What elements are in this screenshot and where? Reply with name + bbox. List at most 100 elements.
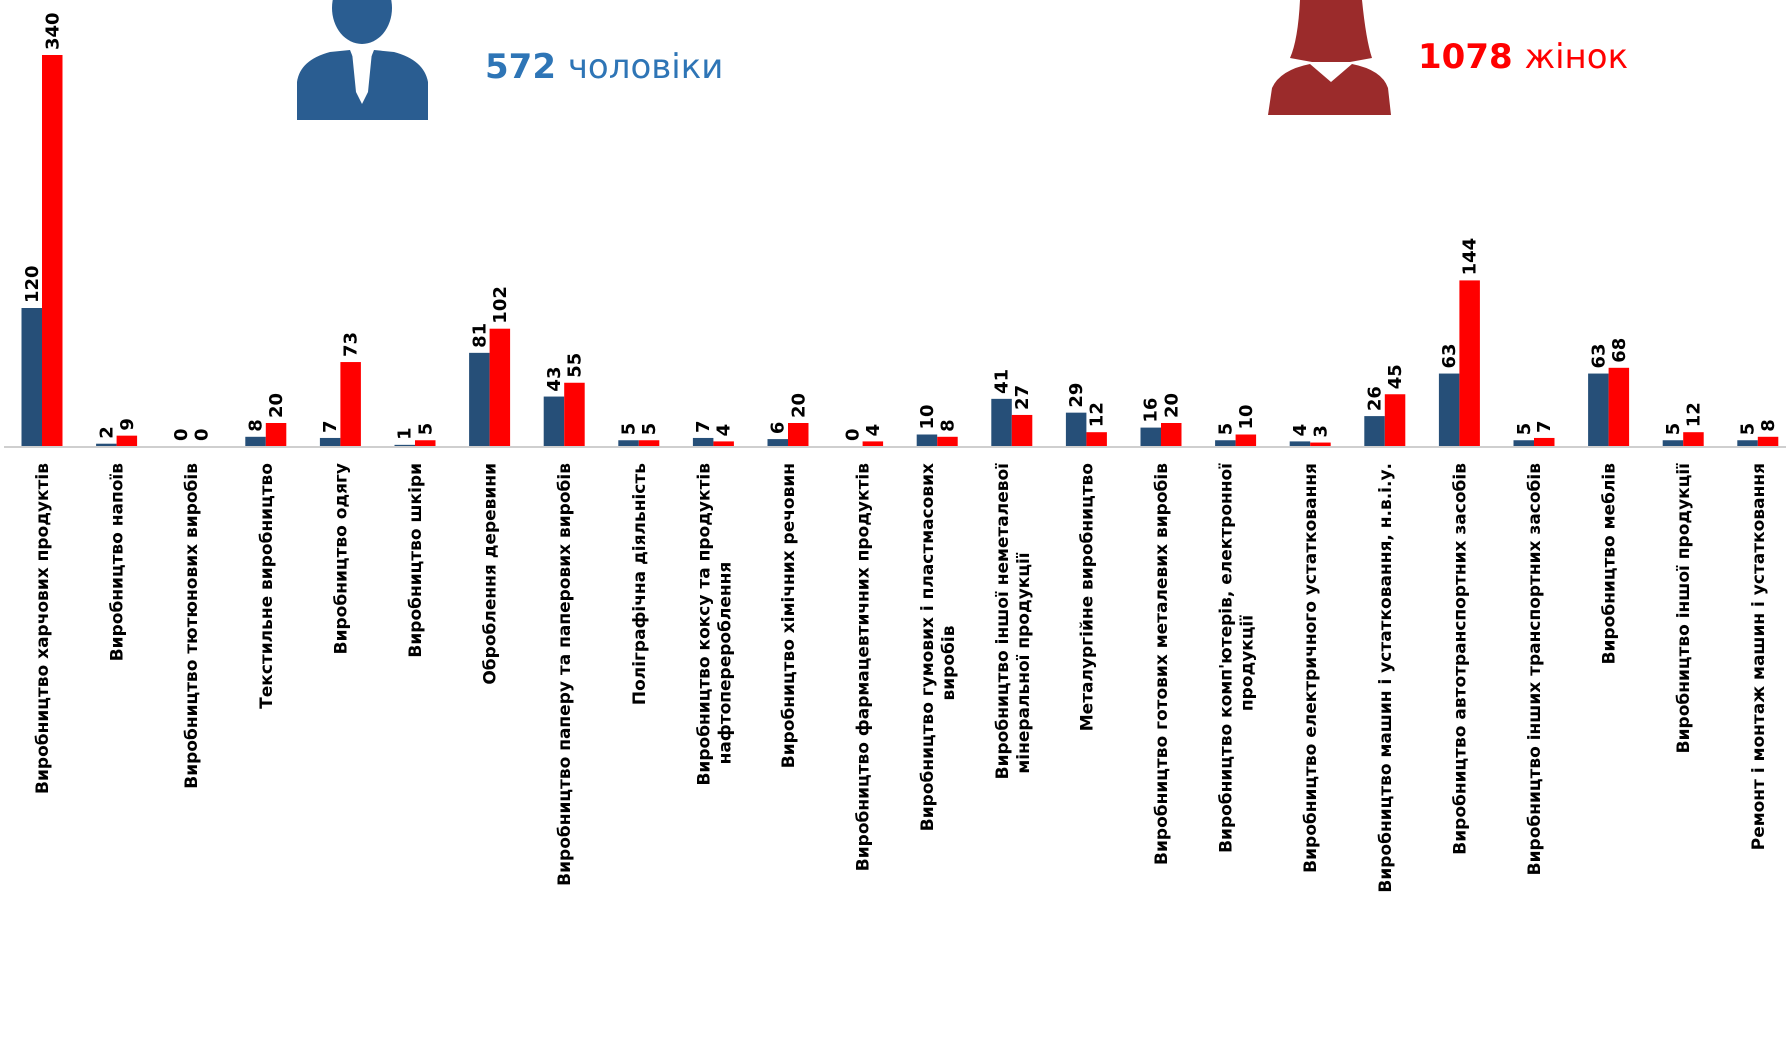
x-tick-label: Текстильне виробництво xyxy=(257,463,277,709)
women-header: 1078 жінок xyxy=(1418,37,1628,77)
value-label: 16 xyxy=(1141,398,1162,423)
value-label: 26 xyxy=(1365,386,1386,411)
x-tick-label: Виробництво коксу та продуктівнафтоперер… xyxy=(694,463,735,786)
value-label: 5 xyxy=(619,423,640,436)
value-label: 4 xyxy=(714,424,735,437)
value-label: 0 xyxy=(842,428,863,441)
value-label: 7 xyxy=(693,420,714,433)
value-label: 8 xyxy=(246,419,267,432)
bar xyxy=(116,435,138,446)
bar xyxy=(1289,441,1311,446)
bar xyxy=(21,308,42,446)
men-total: 572 xyxy=(485,47,556,87)
bar xyxy=(1235,434,1257,446)
value-label: 5 xyxy=(1738,423,1759,436)
value-label: 5 xyxy=(639,423,660,436)
bar xyxy=(96,443,117,446)
bar xyxy=(1683,432,1704,446)
value-label: 9 xyxy=(117,418,138,431)
value-label: 63 xyxy=(1439,343,1460,368)
women-total: 1078 xyxy=(1418,37,1513,77)
bar xyxy=(415,440,436,446)
bar xyxy=(1513,440,1534,446)
bar xyxy=(1662,440,1684,446)
value-label: 43 xyxy=(544,366,565,391)
value-label: 5 xyxy=(415,423,436,436)
bar xyxy=(1215,440,1236,446)
bar xyxy=(1608,367,1630,446)
value-label: 7 xyxy=(1534,420,1555,433)
x-tick-label: Виробництво паперу та паперових виробів xyxy=(555,463,575,886)
value-label: 4 xyxy=(863,424,884,437)
x-tick-label: Виробництво електричного устатковання xyxy=(1301,463,1321,873)
bar xyxy=(1140,427,1161,446)
value-label: 4 xyxy=(1290,424,1311,437)
x-tick-label: Виробництво напоїв xyxy=(108,463,128,662)
x-tick-label: Виробництво тютюнових виробів xyxy=(182,463,202,789)
value-label: 3 xyxy=(1310,425,1331,438)
men-header: 572 чоловіки xyxy=(485,47,723,87)
bar xyxy=(692,437,714,446)
bar xyxy=(1438,373,1460,446)
x-tick-label: Металургійне виробництво xyxy=(1077,463,1097,731)
x-tick-label: Виробництво комп'ютерів, електронноїпрод… xyxy=(1217,463,1258,853)
x-tick-label: Виробництво меблів xyxy=(1600,463,1620,665)
value-label: 45 xyxy=(1385,364,1406,389)
value-label: 5 xyxy=(1514,423,1535,436)
women-label: жінок xyxy=(1524,37,1628,77)
bar xyxy=(340,362,361,446)
value-label: 73 xyxy=(341,332,362,357)
bar xyxy=(618,440,639,446)
bar xyxy=(1757,436,1779,446)
value-label: 12 xyxy=(1683,402,1704,427)
bar xyxy=(1065,412,1087,446)
bar xyxy=(1459,280,1480,446)
bar xyxy=(937,436,958,446)
value-label: 102 xyxy=(490,286,511,324)
x-tick-label: Виробництво харчових продуктів xyxy=(33,463,53,794)
value-label: 10 xyxy=(1236,404,1257,429)
value-label: 0 xyxy=(191,428,212,441)
x-tick-label: Виробництво гумових і пластмасовихвиробі… xyxy=(918,463,959,831)
value-label: 7 xyxy=(320,420,341,433)
x-tick-label: Виробництво фармацевтичних продуктів xyxy=(854,463,874,871)
x-tick-label: Виробництво інших транспортних засобів xyxy=(1525,463,1545,876)
bar xyxy=(319,437,341,446)
bar xyxy=(543,396,565,446)
x-tick-label: Виробництво одягу xyxy=(331,463,351,654)
value-label: 68 xyxy=(1609,338,1630,363)
bar xyxy=(1310,442,1331,446)
value-label: 20 xyxy=(1161,393,1182,418)
bar xyxy=(713,441,734,446)
value-label: 55 xyxy=(564,353,585,378)
value-label: 0 xyxy=(171,428,192,441)
value-label: 6 xyxy=(768,422,789,435)
value-label: 20 xyxy=(788,393,809,418)
value-label: 5 xyxy=(1215,423,1236,436)
value-label: 29 xyxy=(1066,383,1087,408)
bar xyxy=(991,398,1012,446)
bar xyxy=(916,434,938,446)
bar xyxy=(489,328,511,446)
value-label: 8 xyxy=(937,419,958,432)
bar xyxy=(1364,416,1385,446)
value-label: 2 xyxy=(96,426,117,439)
bar xyxy=(245,436,266,446)
bar xyxy=(564,382,585,446)
woman-icon xyxy=(1268,0,1391,115)
value-label: 5 xyxy=(1663,423,1684,436)
x-tick-label: Виробництво іншої неметалевоїмінеральної… xyxy=(993,463,1034,780)
bar xyxy=(394,444,415,446)
bar xyxy=(638,440,660,446)
x-tick-label: Виробництво іншої продукції xyxy=(1674,463,1694,753)
bar xyxy=(1588,373,1609,446)
bar xyxy=(788,423,809,446)
bar xyxy=(1011,414,1033,446)
x-tick-label: Виробництво готових металевих виробів xyxy=(1152,463,1172,865)
bar xyxy=(1161,423,1182,446)
x-tick-label: Ремонт і монтаж машин і устатковання xyxy=(1749,463,1769,850)
x-tick-label: Виробництво шкіри xyxy=(406,463,426,658)
value-label: 1 xyxy=(395,427,416,440)
value-label: 20 xyxy=(266,393,287,418)
